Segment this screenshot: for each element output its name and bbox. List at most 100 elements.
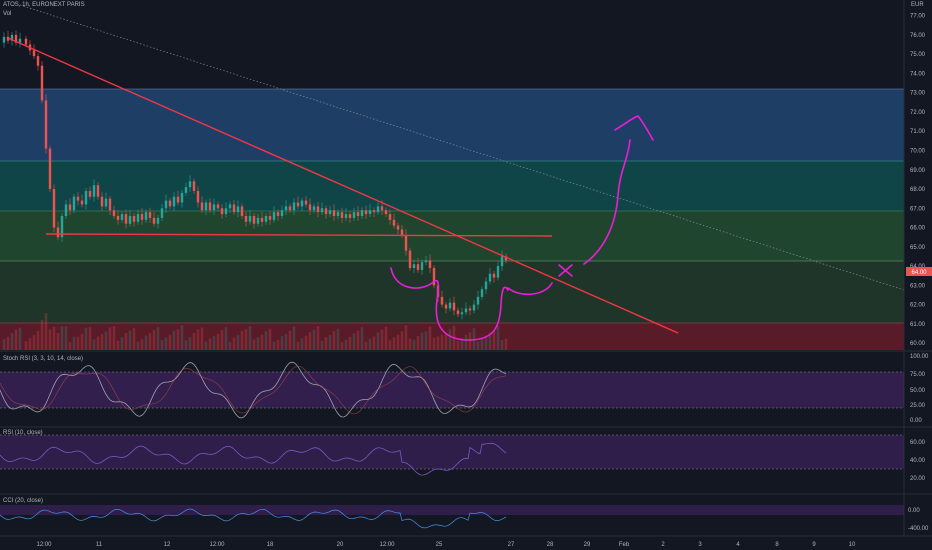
candle-body — [296, 202, 300, 207]
price-tick-label: 68.00 — [910, 187, 926, 193]
candle-body — [360, 210, 364, 216]
candle-body — [328, 210, 332, 215]
candle-body — [2, 36, 6, 43]
price-tick-label: 72.00 — [910, 110, 926, 116]
volume-bar — [160, 340, 164, 350]
volume-bar — [468, 332, 472, 350]
candle-body — [120, 214, 124, 220]
volume-label: Vol — [3, 11, 12, 17]
candle-body — [144, 212, 148, 220]
candle-body — [420, 262, 424, 270]
volume-bar — [6, 336, 10, 350]
candle-body — [356, 212, 360, 216]
candle-body — [348, 214, 352, 218]
volume-bar — [14, 329, 18, 350]
cci-line — [0, 508, 507, 529]
rsi-line — [0, 442, 507, 476]
candle-body — [88, 190, 92, 197]
candle-body — [352, 212, 356, 218]
volume-bar — [260, 334, 264, 350]
stoch-rsi-pane — [0, 361, 904, 419]
volume-bar — [416, 336, 420, 350]
time-tick-label: 12:00 — [209, 542, 225, 548]
price-tick-label: 77.00 — [910, 14, 926, 20]
volume-bar — [480, 338, 484, 350]
descending-trendline — [7, 37, 679, 334]
candle-body — [380, 206, 384, 211]
volume-bar — [436, 336, 440, 350]
candle-body — [196, 190, 200, 203]
candle-body — [468, 308, 472, 311]
candle-body — [472, 304, 476, 311]
volume-bar — [108, 327, 112, 350]
volume-bar — [408, 338, 412, 350]
stoch-tick-label: 25.00 — [910, 403, 926, 409]
time-tick-label: 28 — [547, 542, 554, 548]
volume-bar — [228, 341, 232, 350]
volume-bar — [240, 331, 244, 350]
volume-bar — [488, 332, 492, 350]
volume-bar — [92, 339, 96, 350]
volume-bar — [44, 313, 48, 350]
volume-bar — [304, 335, 308, 350]
volume-bar — [168, 335, 172, 350]
volume-bar — [148, 333, 152, 350]
volume-bar — [328, 334, 332, 350]
volume-bar — [244, 329, 248, 350]
candle-body — [324, 208, 328, 215]
candle-body — [432, 268, 436, 286]
stoch-rsi-label[interactable]: Stoch RSI (3, 3, 10, 14, close) — [3, 356, 84, 362]
candle-body — [448, 302, 452, 309]
candle-body — [260, 217, 264, 222]
volume-bar — [2, 339, 6, 350]
cci-label[interactable]: CCI (20, close) — [3, 498, 44, 504]
price-tick-label: 76.00 — [910, 33, 926, 39]
candle-body — [484, 281, 488, 290]
price-tick-label: 73.00 — [910, 91, 926, 97]
candle-body — [332, 210, 336, 216]
candle-body — [80, 200, 84, 205]
oscillator-axes[interactable]: 100.00 75.00 50.00 25.00 0.00 60.00 40.00 20.00… — [908, 354, 929, 532]
candle-body — [280, 210, 284, 216]
volume-bar — [152, 330, 156, 350]
stoch-d-line — [0, 365, 507, 415]
candle-body — [96, 185, 100, 197]
candle-body — [292, 202, 296, 211]
volume-bar — [308, 332, 312, 350]
volume-bar — [18, 327, 22, 350]
pink-cup-shape — [390, 267, 509, 341]
price-tick-label: 70.00 — [910, 148, 926, 154]
symbol-title[interactable]: ATOS, 1h, EURONEXT PARIS — [3, 2, 85, 8]
price-axis[interactable]: 77.00 76.00 75.00 74.00 73.00 72.00 71.00 70.00… — [910, 14, 926, 348]
volume-bar — [88, 327, 92, 350]
rsi-label[interactable]: RSI (10, close) — [3, 430, 43, 436]
candle-body — [496, 266, 500, 278]
cci-tick-label: 0.00 — [908, 508, 920, 514]
volume-bar — [100, 334, 104, 350]
horizontal-support-line — [45, 233, 553, 237]
volume-bar — [196, 329, 200, 350]
time-axis[interactable]: 12:00 11 12 12:00 18 20 12:00 25 27 28 29 Feb 2 3 4 8 9 1… — [36, 542, 856, 548]
price-tick-label: 69.00 — [910, 168, 926, 174]
volume-bar — [476, 341, 480, 350]
cci-band — [0, 505, 904, 515]
volume-bar — [56, 333, 60, 350]
volume-bar — [292, 326, 296, 350]
volume-bar — [444, 332, 448, 350]
volume-bar — [84, 327, 88, 350]
candle-body — [424, 260, 428, 263]
volume-bar — [28, 338, 32, 350]
zone-dark-green — [0, 261, 904, 323]
time-tick-label: 25 — [436, 542, 443, 548]
volume-bar — [104, 331, 108, 350]
volume-bar — [60, 326, 64, 350]
candle-body — [452, 302, 456, 311]
candle-body — [124, 214, 128, 224]
volume-bar — [140, 339, 144, 350]
price-tick-label: 62.00 — [910, 303, 926, 309]
price-tick-label: 65.00 — [910, 245, 926, 251]
candle-body — [400, 229, 404, 236]
candle-body — [384, 210, 388, 215]
candle-body — [204, 202, 208, 211]
